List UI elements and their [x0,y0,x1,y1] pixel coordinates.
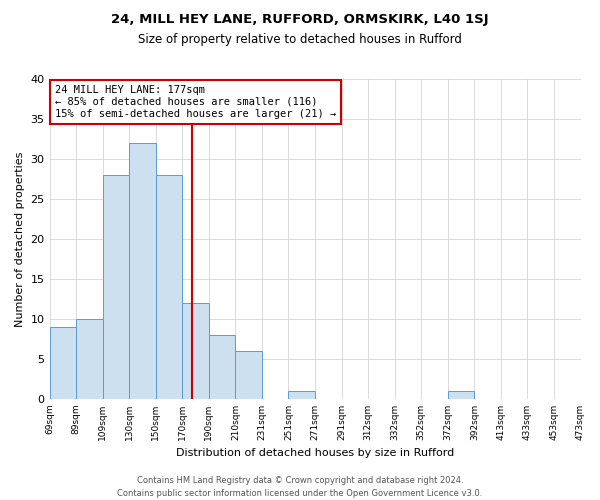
Bar [103,175,129,399]
Text: Contains HM Land Registry data © Crown copyright and database right 2024.
Contai: Contains HM Land Registry data © Crown c… [118,476,482,498]
Text: 24, MILL HEY LANE, RUFFORD, ORMSKIRK, L40 1SJ: 24, MILL HEY LANE, RUFFORD, ORMSKIRK, L4… [111,12,489,26]
Bar [50,327,76,399]
Bar [182,303,209,399]
Bar [235,351,262,399]
Bar [209,335,235,399]
X-axis label: Distribution of detached houses by size in Rufford: Distribution of detached houses by size … [176,448,454,458]
Text: Size of property relative to detached houses in Rufford: Size of property relative to detached ho… [138,32,462,46]
Bar [448,391,475,399]
Text: 24 MILL HEY LANE: 177sqm
← 85% of detached houses are smaller (116)
15% of semi-: 24 MILL HEY LANE: 177sqm ← 85% of detach… [55,86,336,118]
Bar [129,143,156,399]
Bar [76,319,103,399]
Bar [156,175,182,399]
Y-axis label: Number of detached properties: Number of detached properties [15,151,25,326]
Bar [289,391,315,399]
